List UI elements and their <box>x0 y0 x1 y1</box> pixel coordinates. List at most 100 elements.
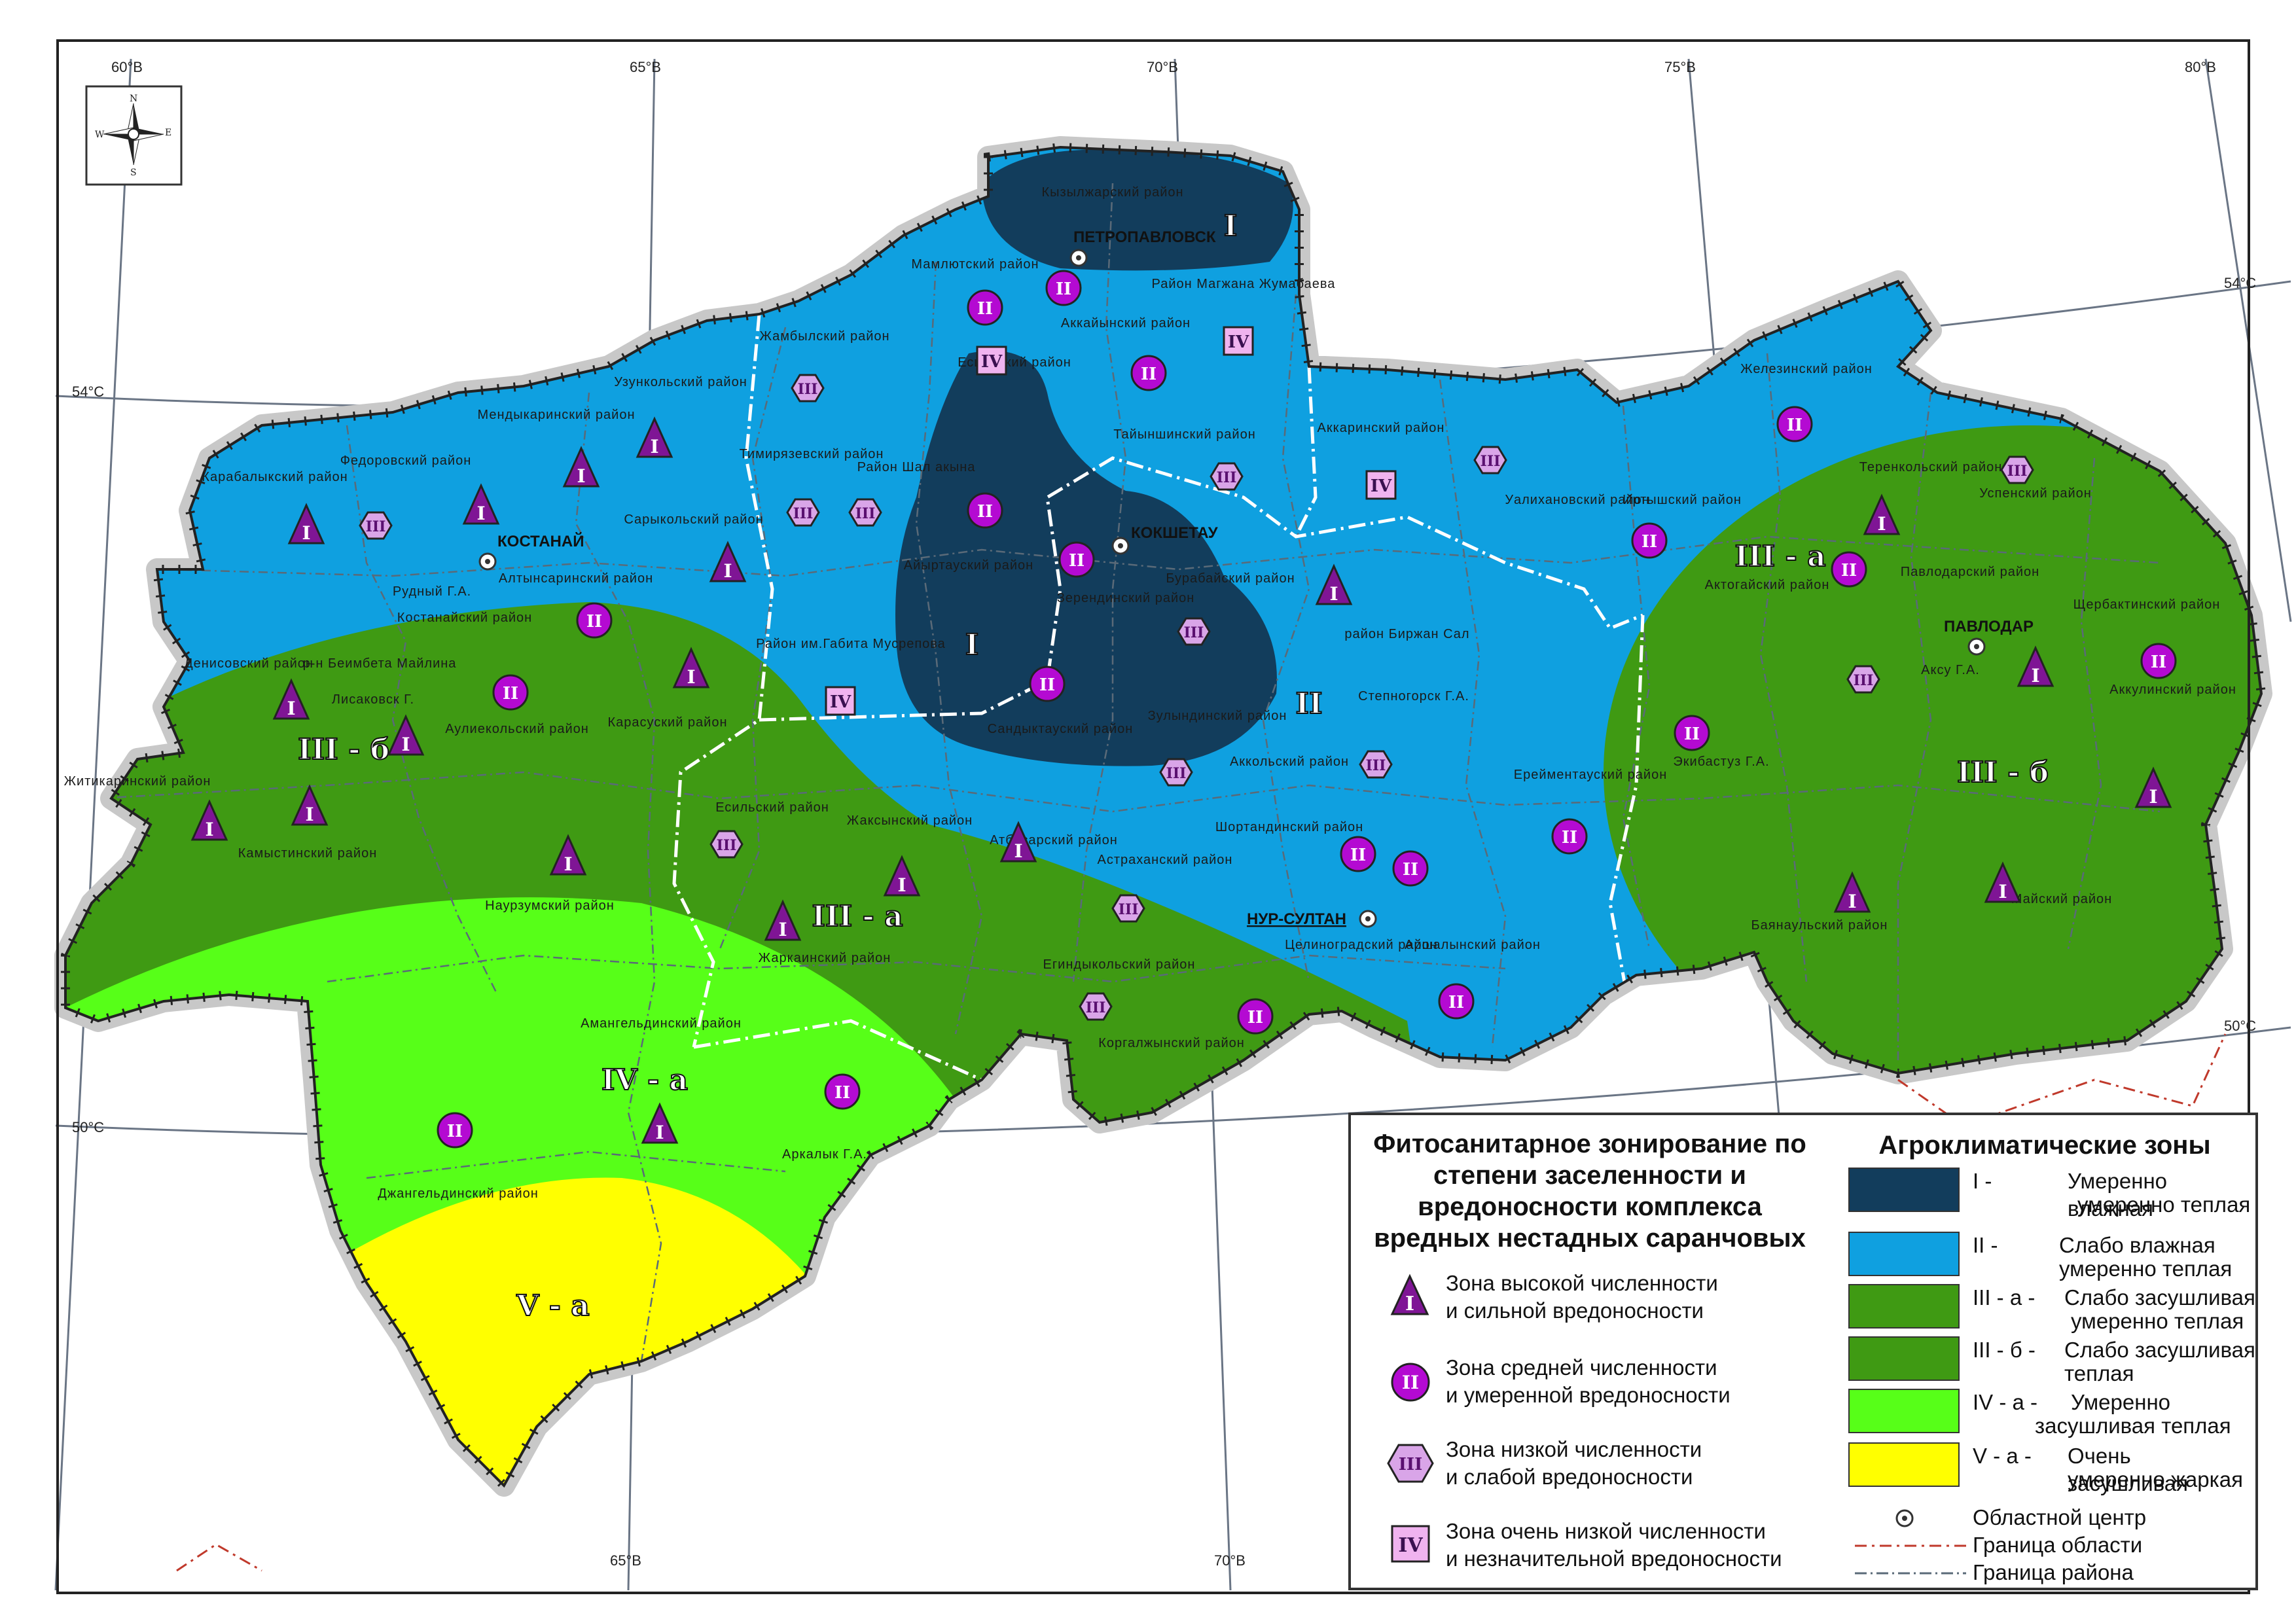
lon-label: 60°В <box>111 59 143 75</box>
zone-label-IIIb-east: III - б <box>1957 756 2049 789</box>
marker-high: I <box>462 483 500 525</box>
svg-text:IV: IV <box>981 352 1003 372</box>
pest-markers: I I I I I I I I I I I I I I I I I I I I … <box>190 270 2177 1149</box>
district-label: Актогайский район <box>1705 578 1830 592</box>
marker-medium: II <box>492 674 529 711</box>
svg-text:IV: IV <box>1371 476 1392 496</box>
svg-text:I: I <box>302 522 310 544</box>
district-label: Успенский район <box>1979 486 2092 501</box>
city-label-nur-sultan: НУР-СУЛТАН <box>1247 910 1346 928</box>
district-label: Аксу Г.А. <box>1921 663 1980 677</box>
svg-text:I: I <box>564 853 572 875</box>
zone-labels: I I II III - а III - а III - б III - б I… <box>297 209 2049 1323</box>
district-label: Амангельдинский район <box>581 1016 742 1031</box>
marker-very-low: IV <box>825 686 856 716</box>
svg-text:III: III <box>1854 672 1874 689</box>
svg-text:III: III <box>1166 765 1187 782</box>
district-label: Есильский район <box>715 800 829 815</box>
marker-medium: II <box>1029 666 1066 702</box>
legend-district-border-label: Граница района <box>1973 1560 2134 1584</box>
district-label: Айыртауский район <box>904 558 1033 573</box>
district-label: Теренкольский район <box>1859 460 2003 474</box>
svg-text:I: I <box>1848 891 1856 912</box>
district-label: Наурзумский район <box>485 899 615 913</box>
marker-high: I <box>272 678 310 720</box>
zone-label-IIIa-east: III - а <box>1734 540 1825 573</box>
marker-high: I <box>672 647 710 688</box>
lon-label: 75°В <box>1664 59 1696 75</box>
marker-medium: II <box>1631 522 1668 559</box>
marker-medium: II <box>1045 270 1082 306</box>
zone-label-II: II <box>1295 687 1322 721</box>
legend-agro-IIIa-line2: умеренно теплая <box>2071 1309 2244 1333</box>
svg-text:I: I <box>778 919 787 940</box>
city-label-pavlodar: ПАВЛОДАР <box>1944 618 2034 635</box>
marker-medium: II <box>1438 983 1475 1020</box>
district-label: Житикаринский район <box>64 774 211 789</box>
marker-high: I <box>291 784 329 826</box>
legend-symbol-very-low: IV <box>1391 1525 1430 1563</box>
legend-agro-IIIa-line1: Слабо засушливая <box>2064 1285 2255 1310</box>
legend-low-line1: Зона низкой численности <box>1446 1437 1702 1461</box>
zone-label-IIIa-west: III - а <box>812 900 903 933</box>
lon-label: 80°В <box>2185 59 2216 75</box>
district-label: Аккайынский район <box>1061 316 1191 330</box>
legend-agro-code-II: II - <box>1973 1233 1998 1257</box>
district-label: Зулындинский район <box>1148 709 1287 723</box>
district-label: Астраханский район <box>1098 853 1233 867</box>
svg-text:III: III <box>793 505 814 522</box>
legend-agro-code-IIIa: III - а - <box>1973 1285 2036 1310</box>
district-label: Павлодарский район <box>1901 565 2039 579</box>
legend-low-line2: и слабой вредоносности <box>1446 1465 1693 1489</box>
legend-agro-code-IVa: IV - а - <box>1973 1390 2038 1414</box>
lon-label: 70°В <box>1214 1552 1246 1569</box>
marker-low: III <box>1473 446 1507 474</box>
zone-label-IIIb-west: III - б <box>298 733 389 766</box>
marker-high: I <box>2017 645 2054 687</box>
svg-text:II: II <box>1641 532 1657 552</box>
lon-label: 70°В <box>1147 59 1178 75</box>
district-label: Жаксынский район <box>847 813 973 828</box>
svg-text:III: III <box>1480 453 1501 470</box>
lat-label: 50°С <box>72 1119 104 1135</box>
district-label: Аккольский район <box>1230 755 1349 769</box>
marker-medium: II <box>1130 355 1167 391</box>
marker-high: I <box>1984 861 2022 903</box>
svg-text:I: I <box>1998 881 2007 902</box>
district-label: Ерейментауский район <box>1514 768 1668 782</box>
legend-agro-II-line2: умеренно теплая <box>2059 1257 2233 1281</box>
marker-medium: II <box>1237 998 1274 1035</box>
district-label: Карасуский район <box>607 715 727 730</box>
district-label: район Биржан Сал <box>1344 627 1469 641</box>
marker-medium: II <box>2140 643 2177 679</box>
legend-agro-IVa-line2: засушливая теплая <box>2035 1414 2231 1438</box>
legend-medium-line2: и умеренной вредоносности <box>1446 1383 1731 1407</box>
district-label: Уалихановский район <box>1505 493 1649 507</box>
svg-text:II: II <box>447 1122 463 1141</box>
district-label: Район Магжана Жумабаева <box>1152 277 1336 291</box>
svg-text:III: III <box>1119 901 1139 918</box>
marker-low: III <box>709 830 744 859</box>
svg-text:I: I <box>650 436 658 457</box>
legend-agro-IVa-line1: Умеренно <box>2071 1390 2171 1414</box>
svg-text:I: I <box>687 666 695 688</box>
district-label: Бурабайский район <box>1166 571 1295 586</box>
lat-label: 54°С <box>72 383 104 400</box>
zone-label-I-north: I <box>1224 209 1238 243</box>
marker-low: III <box>1159 758 1193 787</box>
district-label: Мендыкаринский район <box>478 408 636 422</box>
marker-medium: II <box>1674 715 1710 751</box>
district-label: Аулиекольский район <box>445 722 589 736</box>
svg-text:III: III <box>1184 624 1204 641</box>
map-frame <box>56 39 2250 1594</box>
marker-medium: II <box>1776 406 1813 442</box>
svg-text:II: II <box>1056 279 1071 299</box>
svg-text:II: II <box>834 1083 850 1103</box>
svg-text:I: I <box>476 503 485 524</box>
legend-swatch-Va <box>1848 1442 1960 1487</box>
svg-text:I: I <box>2149 786 2157 808</box>
svg-text:II: II <box>1841 561 1857 580</box>
marker-low: III <box>848 498 882 527</box>
compass-w: W <box>95 130 105 140</box>
svg-text:III: III <box>798 381 818 398</box>
